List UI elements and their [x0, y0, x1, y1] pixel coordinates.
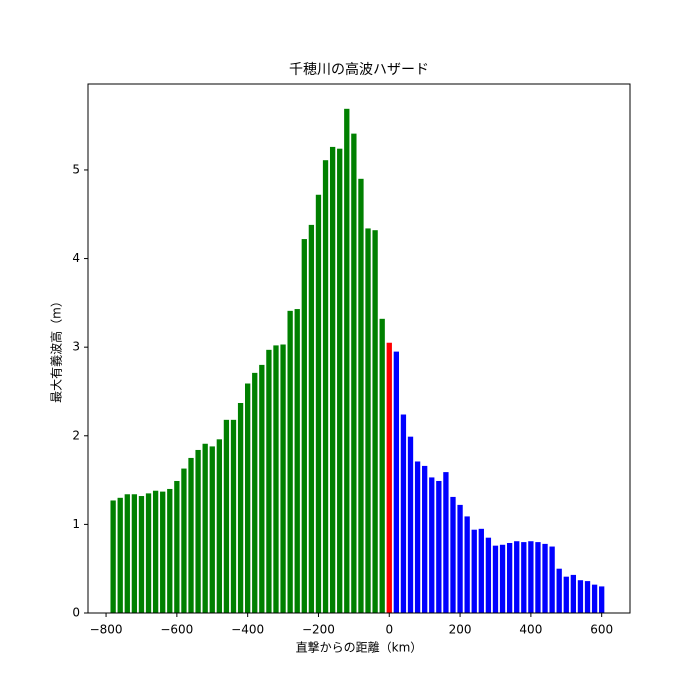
bar: [506, 542, 513, 613]
bar: [422, 465, 428, 613]
bar: [584, 581, 591, 613]
bar: [450, 496, 456, 613]
x-tick-label: −600: [160, 623, 193, 637]
bar: [131, 494, 138, 613]
bar: [358, 178, 364, 614]
bar: [599, 586, 605, 613]
bar: [230, 419, 237, 613]
bar: [351, 133, 357, 613]
bar: [464, 516, 470, 613]
bar: [485, 537, 492, 613]
bar: [563, 576, 569, 613]
bar: [521, 542, 527, 613]
bar: [223, 419, 230, 613]
bar: [414, 461, 421, 613]
bar: [110, 500, 116, 613]
bar: [124, 494, 130, 613]
bar: [457, 504, 463, 613]
bar: [308, 224, 315, 613]
x-tick-label: −200: [302, 623, 335, 637]
plot-frame: [87, 83, 631, 614]
bar: [514, 541, 520, 613]
bar: [478, 528, 484, 613]
x-tick-label: 600: [590, 623, 613, 637]
bar: [549, 546, 555, 613]
x-tick-label: −800: [90, 623, 123, 637]
bar: [237, 402, 244, 613]
bar: [160, 491, 166, 613]
x-tick-label: 400: [519, 623, 542, 637]
y-tick-label: 4: [72, 251, 80, 265]
bar: [174, 480, 180, 613]
bar: [329, 146, 336, 613]
y-axis-label: 最大有義波高（m）: [49, 295, 64, 403]
bar: [386, 342, 392, 613]
bar: [436, 480, 442, 613]
bar: [344, 108, 350, 613]
bar: [152, 490, 159, 613]
bar: [273, 345, 279, 613]
bar: [591, 584, 598, 613]
bar: [252, 372, 258, 613]
bar: [202, 443, 208, 613]
bar: [195, 449, 201, 613]
x-tick-label: 200: [449, 623, 472, 637]
bar: [443, 472, 449, 613]
bar: [287, 310, 293, 613]
bar: [138, 496, 145, 613]
bar: [337, 148, 343, 613]
bar: [280, 344, 286, 613]
bar: [315, 194, 322, 613]
y-tick-label: 1: [72, 517, 80, 531]
bar: [535, 542, 541, 613]
bar: [322, 160, 329, 614]
x-tick-label: −400: [231, 623, 264, 637]
bar: [407, 436, 414, 613]
bar: [181, 468, 187, 613]
bar: [188, 457, 194, 613]
bar: [570, 574, 577, 613]
bar: [167, 488, 173, 613]
bar: [393, 351, 400, 613]
bar: [542, 543, 548, 613]
bar: [556, 568, 562, 613]
y-tick-label: 5: [72, 162, 80, 176]
bar: [492, 545, 499, 613]
bar: [294, 309, 300, 613]
bar: [145, 493, 152, 613]
bar: [266, 349, 272, 613]
bar: [301, 239, 307, 613]
x-axis-label: 直撃からの距離（km）: [296, 640, 423, 655]
bar: [245, 383, 251, 613]
bar: [372, 230, 378, 613]
y-tick-label: 3: [72, 340, 80, 354]
bar: [471, 529, 477, 613]
bar: [429, 477, 435, 613]
x-tick-label: 0: [385, 623, 393, 637]
bar: [117, 497, 123, 613]
bar: [216, 439, 222, 613]
bar: [259, 364, 265, 613]
bar: [499, 544, 506, 613]
y-tick-label: 0: [72, 606, 80, 620]
bar: [400, 414, 407, 613]
y-tick-label: 2: [72, 428, 80, 442]
bar: [365, 228, 371, 613]
bar: [209, 446, 215, 613]
bar: [577, 580, 584, 613]
bar: [379, 318, 385, 613]
chart-title: 千穂川の高波ハザード: [289, 61, 429, 78]
bar: [528, 541, 534, 613]
